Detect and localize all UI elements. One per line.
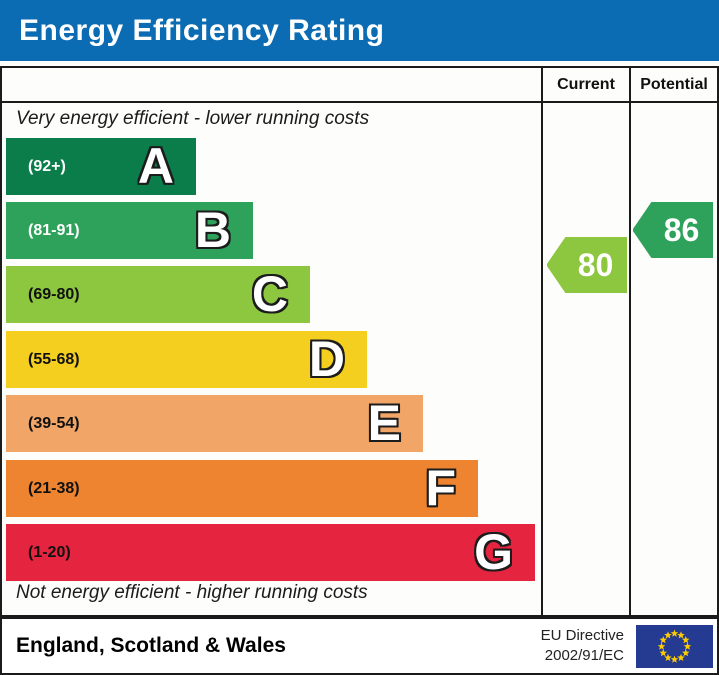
bottom-note: Not energy efficient - higher running co… [16, 582, 368, 603]
band-d-range: (55-68) [28, 350, 80, 368]
band-c: (69-80) C [6, 266, 310, 323]
rating-table: Current Potential Very energy efficient … [0, 66, 719, 617]
potential-rating-value: 86 [663, 211, 700, 248]
potential-rating-arrow: 86 [633, 202, 713, 258]
band-b-letter: B [194, 202, 231, 258]
band-c-letter: C [251, 266, 288, 322]
eu-directive-line2: 2002/91/EC [544, 647, 624, 664]
current-rating-arrow: 80 [547, 237, 627, 293]
band-f-letter: F [425, 460, 456, 516]
band-g: (1-20) G [6, 524, 535, 581]
band-e-letter: E [367, 395, 401, 451]
band-d: (55-68) D [6, 331, 367, 388]
band-f: (21-38) F [6, 460, 478, 517]
footer: England, Scotland & Wales EU Directive 2… [0, 617, 719, 675]
band-b-range: (81-91) [28, 221, 80, 239]
band-g-letter: G [474, 524, 513, 580]
region-label: England, Scotland & Wales [16, 634, 286, 657]
directive-cluster: EU Directive 2002/91/EC [541, 624, 717, 668]
band-a: (92+) A [6, 138, 196, 195]
current-column-header: Current [557, 76, 615, 93]
title-bar: Energy Efficiency Rating [0, 0, 719, 61]
band-f-range: (21-38) [28, 479, 80, 497]
eu-directive-label: EU Directive 2002/91/EC [541, 626, 624, 667]
band-a-range: (92+) [28, 157, 66, 175]
band-d-letter: D [308, 331, 345, 387]
current-rating-value: 80 [577, 246, 614, 283]
band-e: (39-54) E [6, 395, 423, 452]
band-a-letter: A [137, 138, 174, 194]
band-b: (81-91) B [6, 202, 253, 259]
top-note: Very energy efficient - lower running co… [16, 108, 370, 129]
band-e-range: (39-54) [28, 414, 80, 432]
potential-column-header: Potential [640, 76, 708, 93]
band-g-range: (1-20) [28, 543, 71, 561]
eu-flag-icon [636, 624, 713, 668]
potential-column-divider [629, 68, 631, 615]
eu-directive-line1: EU Directive [540, 626, 624, 644]
page-title: Energy Efficiency Rating [19, 13, 385, 47]
current-column-divider [541, 68, 543, 615]
header-divider [2, 101, 717, 103]
band-c-range: (69-80) [28, 285, 80, 303]
